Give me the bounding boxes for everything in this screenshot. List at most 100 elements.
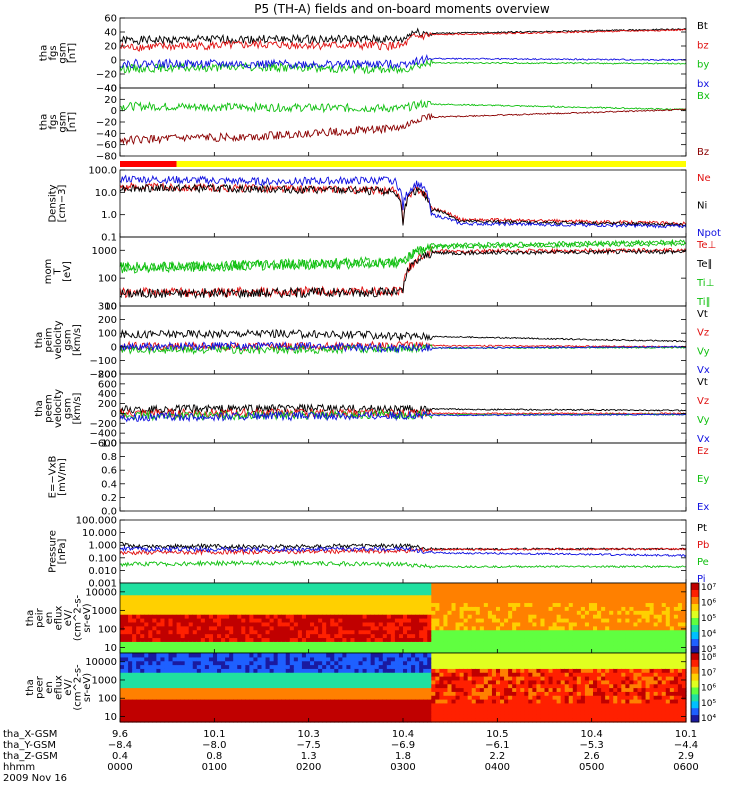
peer_spec-cell: [338, 656, 343, 662]
peer_spec-cell: [544, 699, 550, 704]
fgs_gsm-y-tick-label: 20: [104, 42, 117, 53]
peer_spec-cell: [261, 668, 267, 673]
peer_spec-cell: [289, 653, 295, 658]
peer_spec-cell: [221, 653, 226, 658]
peer_spec-cell: [407, 710, 412, 715]
peir_spec-cell: [212, 641, 218, 646]
peir_spec-cell: [293, 594, 299, 600]
peir_spec-cell: [273, 625, 279, 631]
peer_spec-cell: [366, 691, 372, 696]
peer_spec-cell: [378, 699, 384, 704]
peer_spec-cell: [297, 660, 303, 666]
peir_spec-cell: [568, 594, 574, 600]
peir_spec-cell: [625, 621, 630, 627]
peir_spec-cell: [289, 621, 295, 627]
peer_spec-cell: [568, 656, 574, 662]
peir_spec-cell: [536, 610, 542, 615]
peir_spec-cell: [386, 633, 392, 639]
peir_spec-cell: [657, 583, 663, 588]
peir_spec-cell: [212, 590, 218, 596]
peir_spec-cell: [132, 641, 137, 646]
peer_spec-cell: [394, 679, 400, 685]
peer_spec-cell: [568, 664, 574, 669]
peir_spec-cell: [164, 649, 170, 654]
peir_spec-cell: [253, 649, 259, 654]
peir_spec-cell: [398, 633, 404, 639]
peer_spec-cell: [532, 695, 538, 700]
peer_spec-cell: [516, 656, 521, 662]
peir_spec-cell: [637, 598, 643, 604]
peir_spec-cell: [366, 598, 372, 604]
peir_spec-cell: [564, 649, 570, 654]
peir_spec-cell: [289, 610, 295, 615]
peer_spec-cell: [128, 718, 133, 723]
peir_spec-cell: [144, 641, 149, 646]
peir_spec-cell: [318, 586, 323, 592]
peir_spec-cell: [293, 614, 299, 619]
peir_spec-cell: [665, 606, 671, 611]
peer_spec-cell: [536, 714, 542, 719]
peir_spec-cell: [572, 637, 578, 642]
fgs_gsm_xz-y-axis-label-line: tha: [39, 114, 50, 130]
efield-y-axis: 0.00.20.40.60.81.0: [101, 439, 687, 518]
peir_spec-cell: [208, 586, 214, 592]
peer_spec-cell: [289, 687, 295, 692]
peir_spec-cell: [415, 637, 420, 642]
peer_spec-cell: [148, 706, 153, 712]
peir_spec-cell: [487, 614, 493, 619]
peir_spec-cell: [212, 633, 218, 639]
peir_spec-cell: [204, 614, 210, 619]
density-legend-ne: Ne: [697, 173, 711, 184]
peer_spec-cell: [273, 718, 279, 723]
peer_spec-cell: [346, 714, 352, 719]
peer_spec-cell: [164, 683, 170, 689]
peer_spec-cell: [560, 668, 566, 673]
peer_spec-cell: [241, 695, 246, 700]
peir_spec-cell: [661, 625, 667, 631]
peir_spec-cell: [144, 602, 149, 607]
peer_spec-cell: [305, 664, 311, 669]
peir_spec-cell: [475, 583, 481, 588]
peer_spec-cell: [269, 656, 275, 662]
peir_spec-cell: [261, 645, 267, 650]
peir_spec-cell: [245, 610, 250, 615]
peer_spec-cell: [285, 695, 291, 700]
peer_spec-cell: [366, 695, 372, 700]
peer_spec-cell: [584, 706, 590, 712]
peir_spec-cell: [285, 586, 291, 592]
peer_spec-cell: [378, 653, 384, 658]
peir_spec-cell: [613, 625, 618, 631]
peir_spec-cell: [342, 641, 347, 646]
peir_spec-cell: [273, 583, 279, 588]
peer_spec-cell: [439, 691, 445, 696]
peer_spec-cell: [419, 706, 424, 712]
peer_spec-cell: [124, 687, 129, 692]
peer_spec-cell: [394, 714, 400, 719]
peir_spec-cell: [504, 598, 509, 604]
peir_spec-cell: [403, 618, 408, 623]
peir_spec-cell: [124, 649, 129, 654]
peer_spec-cell: [225, 699, 230, 704]
peir_spec-cell: [184, 618, 190, 623]
peir_spec-cell: [601, 618, 606, 623]
peir_spec-cell: [225, 641, 230, 646]
peir_spec-cell: [192, 641, 198, 646]
peir_spec-cell: [140, 602, 145, 607]
peir_spec-cell: [593, 633, 598, 639]
peer_spec-cell: [180, 718, 186, 723]
peir_spec-cell: [245, 629, 250, 635]
peer_spec-cell: [487, 679, 493, 685]
peer_spec-cell: [447, 702, 453, 708]
peer_spec-cell: [346, 660, 352, 666]
peir_spec-cell: [249, 641, 255, 646]
peir_spec-cell: [508, 621, 513, 627]
peir_spec-cell: [629, 590, 635, 596]
peer_spec-cell: [192, 656, 198, 662]
peir_spec-cell: [447, 618, 453, 623]
peer_spec-cell: [326, 691, 331, 696]
peir_spec-cell: [330, 590, 335, 596]
peer_spec-cell: [419, 668, 424, 673]
peer_spec-cell: [487, 702, 493, 708]
peer_spec-cell: [281, 706, 287, 712]
